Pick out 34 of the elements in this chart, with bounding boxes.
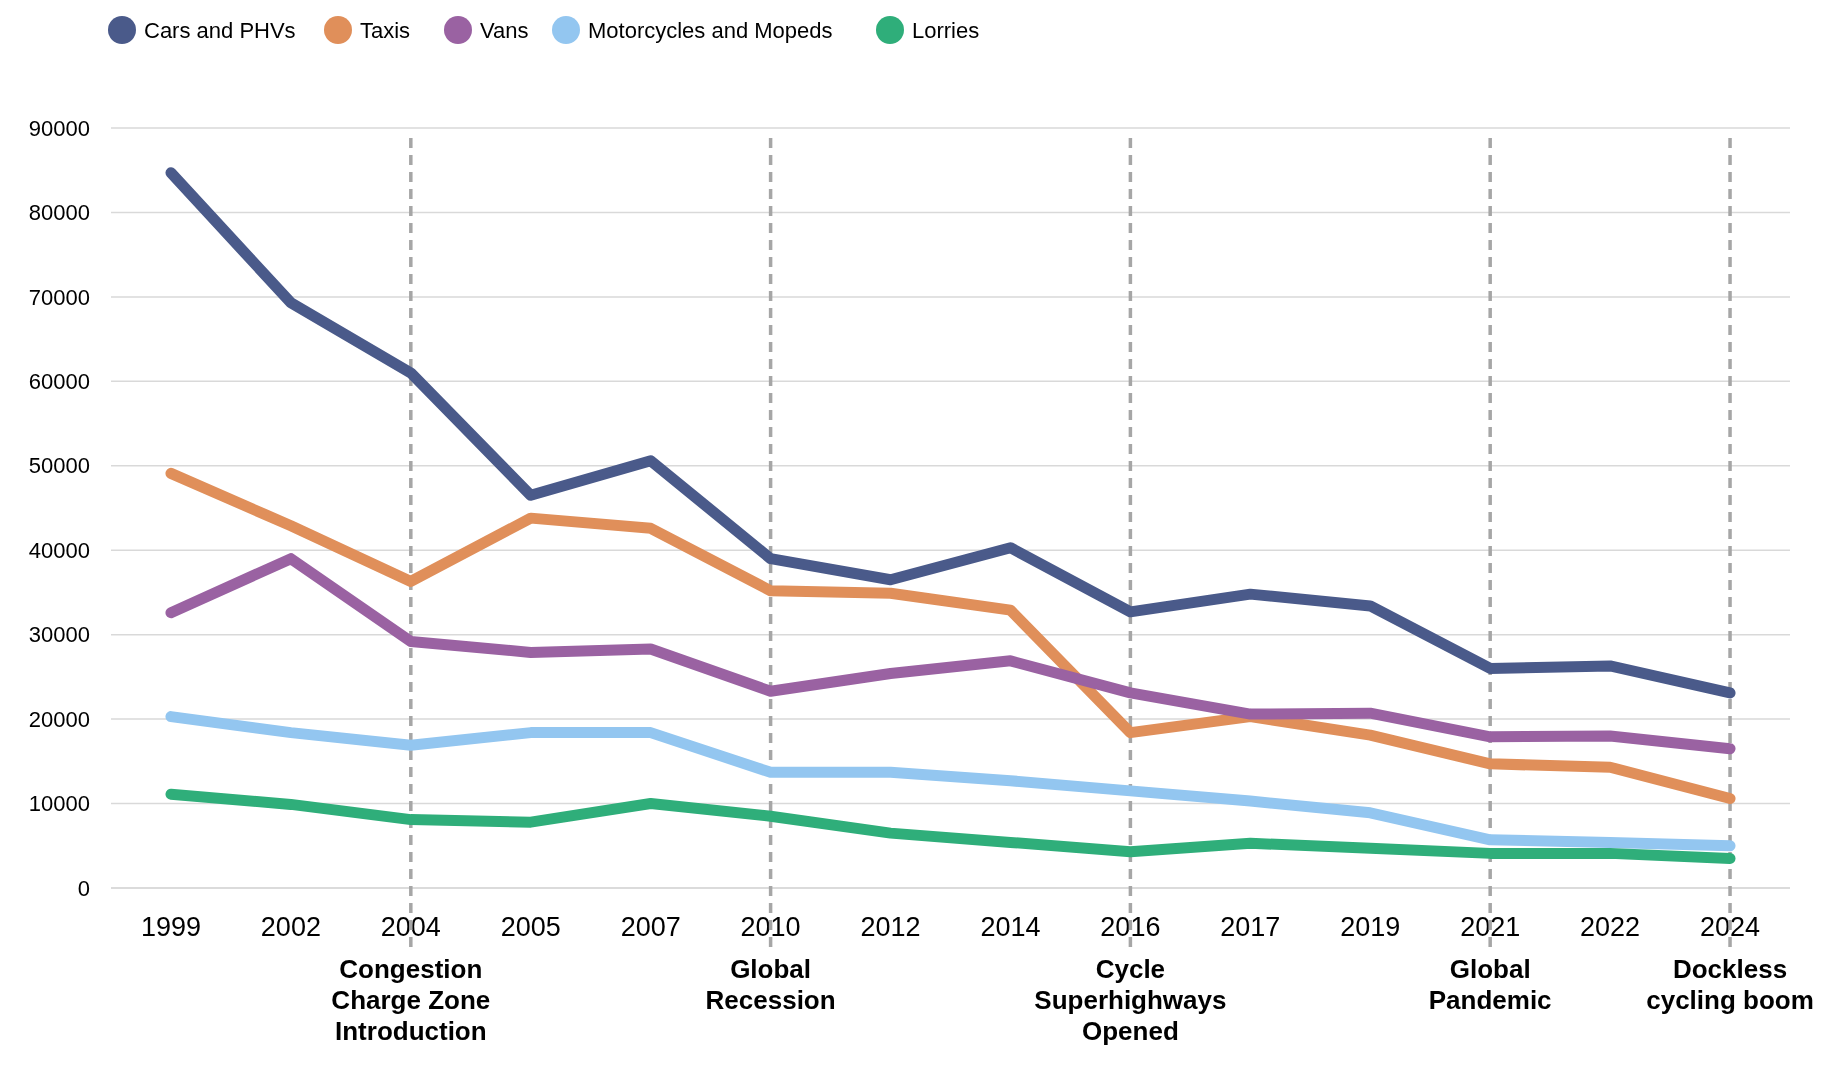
x-tick-label: 2010: [740, 912, 801, 942]
x-tick-label: 2014: [980, 912, 1041, 942]
y-tick-label: 80000: [28, 200, 90, 226]
ref-line-label: Congestion Charge Zone Introduction: [331, 954, 491, 1046]
y-tick-label: 70000: [28, 284, 90, 310]
y-tick-label: 0: [77, 875, 90, 901]
legend-label: Lorries: [912, 17, 980, 43]
y-tick-label: 90000: [28, 115, 90, 141]
ref-line-label: Global Pandemic: [1428, 954, 1552, 1015]
ref-line-label: Cycle Superhighways Opened: [1034, 954, 1227, 1046]
x-tick-label: 2007: [620, 912, 681, 942]
x-tick-label: 2004: [380, 912, 441, 942]
ref-line-label: Global Recession: [705, 954, 836, 1015]
legend-label: Motorcycles and Mopeds: [588, 17, 833, 43]
y-tick-label: 20000: [28, 706, 90, 732]
x-tick-label: 2022: [1580, 912, 1641, 942]
x-tick-label: 2021: [1460, 912, 1521, 942]
y-tick-label: 10000: [28, 791, 90, 817]
y-tick-label: 60000: [28, 369, 90, 395]
y-tick-label: 30000: [28, 622, 90, 648]
x-tick-label: 2019: [1340, 912, 1401, 942]
x-tick-label: 2016: [1100, 912, 1161, 942]
x-tick-label: 2002: [260, 912, 321, 942]
legend-label: Cars and PHVs: [144, 17, 296, 43]
x-tick-label: 2024: [1700, 912, 1761, 942]
legend-label: Vans: [480, 17, 529, 43]
x-tick-label: 2012: [860, 912, 921, 942]
x-tick-label: 2005: [500, 912, 561, 942]
legend-label: Taxis: [360, 17, 411, 43]
x-tick-label: 1999: [140, 912, 201, 942]
y-tick-label: 40000: [28, 537, 90, 563]
x-tick-label: 2017: [1220, 912, 1281, 942]
y-tick-label: 50000: [28, 453, 90, 479]
ref-line-label: Dockless cycling boom: [1646, 954, 1814, 1015]
